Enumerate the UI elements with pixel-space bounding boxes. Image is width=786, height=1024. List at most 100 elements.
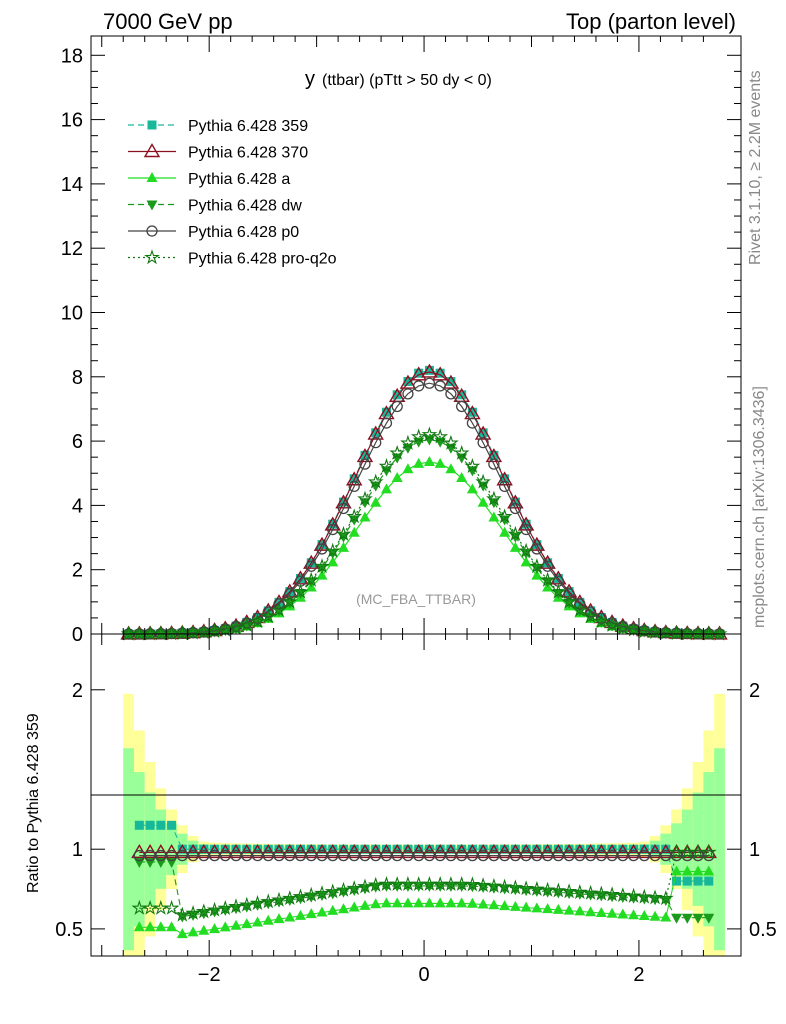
legend: Pythia 6.428 359 Pythia 6.428 370 Pythia 6… [128,118,337,268]
data-point [485,448,503,463]
data-point [305,560,317,572]
ratio-point [230,849,242,862]
ratio-point [670,849,683,862]
data-point [391,400,403,413]
ratio-point [253,844,263,854]
data-point [123,629,135,640]
ratio-point [445,897,457,908]
data-point [518,542,535,558]
ratio-point [700,844,717,860]
ratio-point [572,884,588,900]
ratio-point [260,893,277,909]
ratio-point [703,849,715,862]
data-point [271,601,287,617]
ratio-point [220,844,230,854]
ratio-point [209,923,221,934]
y-tick-label: 8 [72,367,83,389]
ratio-point [661,844,671,854]
data-point [389,444,406,460]
ratio-line [139,851,709,916]
series-line [128,461,720,635]
data-point [432,428,449,444]
ratio-point [335,881,352,897]
ratio-y-tick-label-right: 2 [749,680,760,702]
data-point [466,483,478,494]
y-tick-label: 12 [61,238,83,260]
band-inner [123,748,134,951]
data-point [563,598,575,609]
data-point [593,613,610,629]
data-point [316,569,328,580]
mcplots-label: mcplots.cern.ch [arXiv:1306.3436] [751,386,768,628]
ratio-point [585,906,597,917]
data-point [391,471,403,482]
data-point [367,425,384,440]
data-point [348,480,360,493]
ratio-point [510,844,520,854]
ratio-point [305,849,317,862]
data-point [456,400,468,413]
data-point [324,542,341,558]
x-tick-label: 2 [633,964,644,986]
ratio-point [163,899,180,915]
data-point [356,448,374,463]
ratio-y-tick-label-right: 1 [749,839,760,861]
data-point [337,502,350,515]
data-point [217,621,234,637]
data-point [273,606,285,617]
ratio-point [348,849,360,862]
data-point [477,436,489,449]
ratio-point [703,913,715,924]
band-inner [714,748,725,951]
ratio-point [423,849,436,862]
ratio-point [539,881,556,897]
header-left: 7000 GeV pp [103,9,233,34]
data-point [421,363,438,378]
data-point [370,496,382,507]
ratio-point [392,844,402,854]
data-point [625,621,642,637]
ratio-point [542,903,554,914]
data-point [421,426,438,442]
ratio-point [359,899,371,910]
data-point [595,612,607,624]
ratio-point [251,849,264,862]
ratio-point [292,888,309,904]
ratio-axis-label: Ratio to Pythia 6.428 359 [25,713,42,893]
ratio-point [563,904,575,915]
ratio-point [520,901,532,912]
data-point [284,588,296,600]
ratio-point [187,849,199,862]
data-point [314,558,330,574]
data-point [445,388,457,400]
ratio-point [435,844,445,854]
ratio-point [317,844,327,854]
ratio-point [496,878,513,894]
ratio-series-2 [133,865,715,939]
ratio-point [552,903,564,914]
ratio-point [466,897,478,908]
ratio-point [625,887,642,903]
ratio-point [692,865,704,876]
ratio-point [303,886,320,902]
ratio-point [242,844,252,854]
data-point [582,608,599,624]
data-point [584,606,597,618]
legend-label: Pythia 6.428 p0 [188,224,299,241]
data-point [292,583,309,599]
band-inner [671,823,682,876]
data-point [403,377,413,387]
ratio-point [647,889,663,905]
series-2 [123,455,726,638]
ratio-point [477,898,489,909]
series-5 [120,426,728,641]
data-point [434,380,446,392]
data-point [509,541,521,552]
ratio-point [604,886,620,902]
ratio-point [692,913,704,924]
data-point [413,380,425,392]
ratio-point [564,844,574,854]
band-inner [144,792,156,906]
data-point [260,608,277,624]
band-inner [155,809,167,889]
